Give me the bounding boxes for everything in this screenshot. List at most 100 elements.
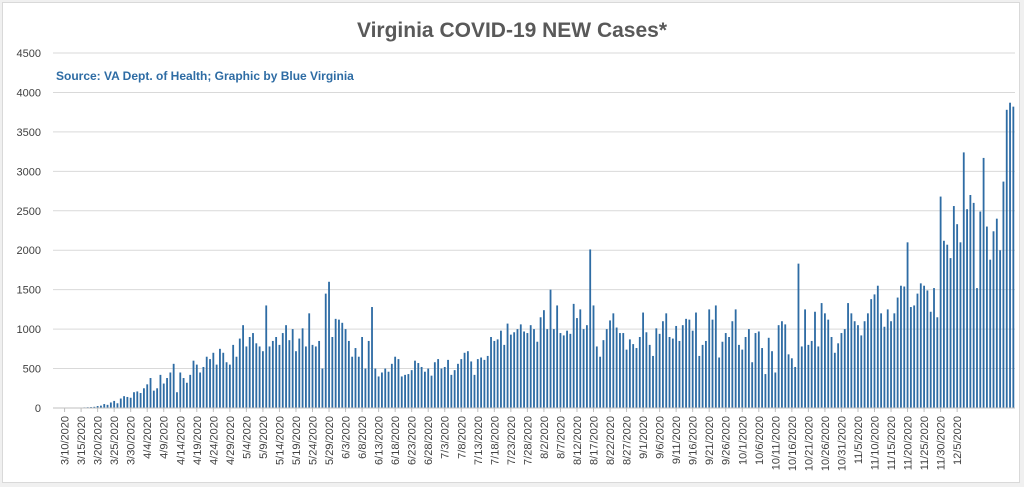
bar (757, 331, 760, 408)
bar (496, 339, 499, 408)
bar (252, 333, 254, 408)
bar (943, 240, 945, 408)
bar (992, 231, 995, 408)
bar (215, 364, 218, 408)
bar (377, 376, 380, 408)
bar (205, 356, 208, 408)
bar (328, 281, 330, 408)
bar (341, 322, 344, 408)
x-tick-label: 4/9/2020 (159, 416, 171, 459)
bar (969, 195, 972, 408)
y-tick-label: 2000 (17, 245, 41, 257)
x-tick-label: 10/21/2020 (803, 416, 815, 471)
x-tick-label: 9/21/2020 (704, 416, 716, 465)
bar (430, 375, 433, 408)
bar (93, 406, 96, 408)
bar (159, 374, 162, 408)
x-tick-label: 3/20/2020 (93, 416, 105, 465)
x-tick-label: 3/30/2020 (126, 416, 138, 465)
bar (718, 357, 721, 408)
bar (741, 349, 744, 408)
bar (609, 320, 611, 408)
bar (552, 329, 555, 408)
bar (681, 325, 684, 408)
bar (850, 313, 853, 408)
y-tick-label: 1000 (17, 324, 41, 336)
bar (490, 337, 492, 408)
bar (595, 346, 598, 408)
bar (457, 363, 459, 408)
bar (688, 319, 691, 408)
bar (116, 403, 119, 408)
bar (642, 312, 645, 408)
bar (668, 337, 671, 408)
bar (734, 309, 737, 408)
bar (873, 294, 876, 408)
x-tick-label: 3/15/2020 (76, 416, 88, 465)
bar (106, 404, 109, 408)
bar (129, 397, 132, 408)
bar (615, 327, 618, 408)
bar (751, 362, 754, 408)
bar (569, 333, 572, 408)
bar (143, 388, 145, 408)
bar (605, 329, 608, 408)
bar (433, 362, 436, 408)
chart-subtitle: Source: VA Dept. of Health; Graphic by B… (56, 69, 354, 83)
x-tick-label: 3/25/2020 (109, 416, 121, 465)
bar (638, 337, 641, 408)
bar (232, 344, 235, 408)
bar (847, 303, 849, 408)
bar (738, 344, 740, 408)
bar (579, 309, 582, 408)
bar (714, 305, 717, 408)
bar (890, 321, 892, 408)
bar (747, 329, 750, 408)
bar (893, 313, 896, 408)
bar (146, 384, 149, 408)
bar (853, 321, 856, 408)
bar (959, 242, 962, 408)
bar (222, 352, 225, 408)
bar (235, 356, 238, 408)
bar (582, 329, 585, 408)
bar (228, 364, 231, 408)
bar (929, 311, 932, 408)
y-tick-label: 1500 (17, 285, 41, 297)
y-tick-label: 3500 (17, 127, 41, 139)
bar (619, 333, 621, 408)
bar (857, 325, 859, 408)
bar (519, 324, 522, 408)
x-tick-label: 7/18/2020 (489, 416, 501, 465)
bar (470, 361, 473, 408)
bar (486, 355, 489, 408)
bar (387, 371, 390, 408)
bar (225, 362, 228, 408)
bar (622, 333, 625, 408)
x-tick-label: 11/10/2020 (870, 416, 882, 470)
bar (503, 344, 506, 408)
x-tick-label: 10/6/2020 (754, 416, 766, 465)
bar (906, 242, 909, 408)
x-tick-label: 11/25/2020 (919, 416, 931, 470)
x-tick-label: 5/19/2020 (291, 416, 303, 465)
bar (708, 309, 711, 408)
bar (589, 249, 592, 408)
bar (979, 211, 982, 408)
y-tick-label: 4000 (17, 87, 41, 99)
bar (338, 319, 340, 408)
bar (262, 351, 264, 408)
bar (774, 372, 777, 408)
bar (476, 359, 479, 408)
bar (632, 344, 635, 408)
bar (404, 374, 406, 408)
bar (678, 340, 681, 408)
x-tick-label: 6/13/2020 (374, 416, 386, 465)
x-tick-label: 11/15/2020 (886, 416, 898, 470)
bar (410, 370, 413, 408)
y-tick-label: 2500 (17, 206, 41, 218)
bar (334, 318, 337, 408)
x-tick-label: 4/4/2020 (142, 416, 154, 459)
bar (711, 319, 714, 408)
bar (242, 325, 244, 408)
